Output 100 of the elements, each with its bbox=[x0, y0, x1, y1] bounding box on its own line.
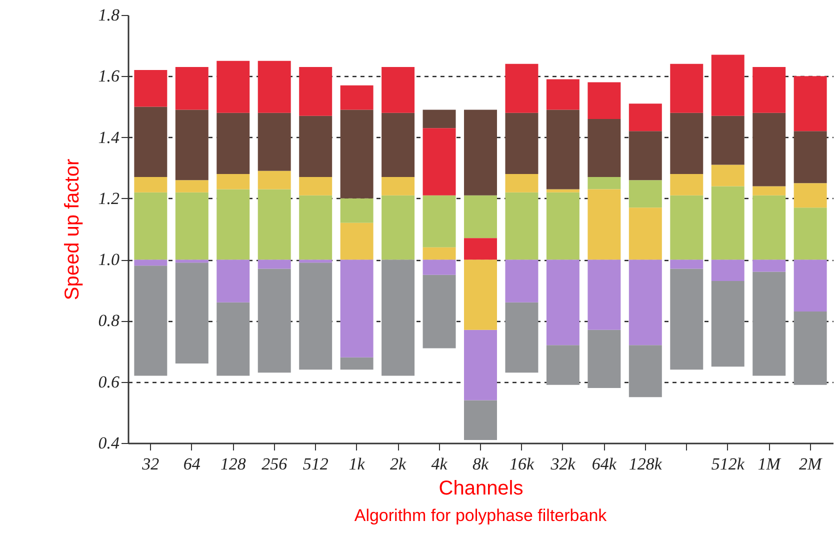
bar bbox=[794, 131, 827, 184]
x-tick-label: 2k bbox=[390, 454, 407, 474]
bar bbox=[670, 260, 704, 269]
bar bbox=[505, 112, 538, 174]
x-axis-title: Channels bbox=[438, 478, 524, 500]
bar bbox=[258, 189, 291, 260]
y-tick-label: 0.6 bbox=[98, 372, 120, 392]
bar bbox=[505, 260, 538, 302]
bar bbox=[505, 64, 538, 113]
bar bbox=[628, 104, 662, 132]
bar bbox=[258, 112, 291, 171]
bar bbox=[794, 76, 827, 132]
bar bbox=[794, 260, 827, 312]
y-tick-label: 1.6 bbox=[98, 66, 120, 86]
bar bbox=[670, 174, 704, 196]
bar bbox=[546, 260, 580, 346]
bar bbox=[299, 116, 332, 178]
bar bbox=[422, 195, 456, 248]
bar bbox=[216, 260, 250, 302]
bar bbox=[628, 180, 662, 208]
bar bbox=[340, 85, 374, 110]
bar bbox=[340, 222, 374, 260]
bar bbox=[628, 208, 662, 260]
bar bbox=[752, 195, 786, 260]
bar bbox=[299, 260, 332, 263]
x-tick-label: 256 bbox=[262, 454, 288, 474]
bar bbox=[505, 192, 538, 260]
bar bbox=[299, 177, 332, 196]
bar bbox=[134, 266, 168, 376]
bar bbox=[134, 260, 168, 266]
x-tick-label: 4k bbox=[431, 454, 448, 474]
x-tick-label: 128k bbox=[628, 454, 662, 474]
bar bbox=[382, 195, 415, 260]
x-tick-label: 128 bbox=[220, 454, 246, 474]
bar bbox=[546, 345, 580, 385]
bar bbox=[134, 106, 168, 178]
bar bbox=[794, 183, 827, 208]
bar bbox=[711, 116, 744, 165]
x-tick-label: 32k bbox=[550, 454, 576, 474]
bar bbox=[422, 110, 456, 128]
bar bbox=[134, 192, 168, 260]
bar bbox=[464, 238, 497, 260]
bar bbox=[628, 131, 662, 180]
bar bbox=[175, 66, 208, 110]
bar bbox=[258, 60, 291, 113]
y-tick-label: 0.8 bbox=[98, 311, 120, 330]
bar bbox=[340, 260, 374, 358]
bar bbox=[794, 208, 827, 260]
bar bbox=[670, 268, 704, 370]
bar bbox=[546, 110, 580, 190]
text: Algorithm for polyphase filterbank bbox=[354, 506, 608, 525]
bar bbox=[588, 177, 621, 190]
bar bbox=[175, 192, 208, 260]
bar bbox=[175, 180, 208, 192]
bar bbox=[546, 189, 580, 192]
bar bbox=[422, 274, 456, 348]
bar bbox=[216, 174, 250, 190]
bar bbox=[711, 54, 744, 116]
bar bbox=[340, 110, 374, 198]
y-tick-label: 0.4 bbox=[98, 434, 120, 452]
x-tick-label: 8k bbox=[472, 454, 489, 474]
y-tick-label: 1.4 bbox=[98, 128, 120, 147]
bar bbox=[711, 260, 744, 281]
y-axis-title: Speed up factor bbox=[61, 158, 84, 300]
bar bbox=[505, 302, 538, 373]
x-tick-label: 32 bbox=[141, 454, 160, 474]
bar bbox=[216, 302, 250, 376]
bar bbox=[175, 110, 208, 180]
bar bbox=[216, 60, 250, 113]
bar bbox=[299, 195, 332, 260]
bar bbox=[175, 262, 208, 364]
bar bbox=[340, 198, 374, 223]
bar bbox=[382, 66, 415, 113]
bar bbox=[752, 260, 786, 272]
bar bbox=[588, 330, 621, 388]
bar bbox=[299, 66, 332, 116]
bar bbox=[711, 186, 744, 260]
bar bbox=[670, 112, 704, 174]
bar bbox=[258, 260, 291, 269]
bar bbox=[422, 247, 456, 260]
y-tick-label: 1.0 bbox=[98, 250, 120, 270]
bar bbox=[711, 280, 744, 367]
bar bbox=[299, 262, 332, 370]
bar bbox=[588, 260, 621, 330]
bar bbox=[588, 189, 621, 260]
bar bbox=[505, 174, 538, 192]
bar bbox=[464, 110, 497, 196]
x-tick-label: 64 bbox=[183, 454, 201, 474]
bar bbox=[464, 400, 497, 440]
x-tick-label: 512k bbox=[711, 454, 745, 474]
bar bbox=[546, 79, 580, 110]
bar bbox=[752, 112, 786, 186]
bar bbox=[588, 118, 621, 178]
bar bbox=[422, 128, 456, 196]
bar bbox=[588, 82, 621, 119]
x-tick-label: 1M bbox=[758, 454, 782, 474]
bar bbox=[711, 164, 744, 186]
bar bbox=[382, 177, 415, 196]
bar bbox=[464, 260, 497, 330]
x-tick-label: 64k bbox=[592, 454, 617, 474]
